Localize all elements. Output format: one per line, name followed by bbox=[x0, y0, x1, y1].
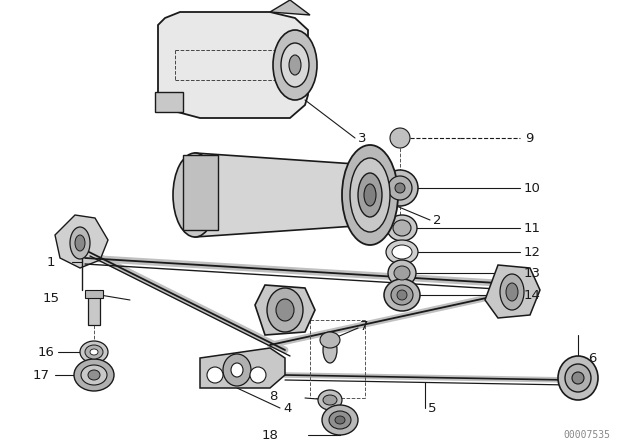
Text: 10: 10 bbox=[524, 181, 541, 194]
Ellipse shape bbox=[358, 173, 382, 217]
Ellipse shape bbox=[81, 365, 107, 385]
Polygon shape bbox=[485, 265, 540, 318]
Ellipse shape bbox=[75, 235, 85, 251]
Ellipse shape bbox=[350, 158, 390, 232]
Text: 3: 3 bbox=[358, 132, 367, 145]
Ellipse shape bbox=[223, 354, 251, 386]
Ellipse shape bbox=[90, 349, 98, 355]
Ellipse shape bbox=[397, 290, 407, 300]
Ellipse shape bbox=[384, 279, 420, 311]
Ellipse shape bbox=[323, 337, 337, 363]
Ellipse shape bbox=[267, 288, 303, 332]
Ellipse shape bbox=[231, 363, 243, 377]
Ellipse shape bbox=[276, 299, 294, 321]
Ellipse shape bbox=[382, 170, 418, 206]
Ellipse shape bbox=[394, 266, 410, 280]
Ellipse shape bbox=[320, 332, 340, 348]
Ellipse shape bbox=[80, 341, 108, 363]
Ellipse shape bbox=[85, 345, 103, 359]
Ellipse shape bbox=[335, 416, 345, 424]
Text: 7: 7 bbox=[360, 319, 369, 332]
Text: 17: 17 bbox=[33, 369, 50, 382]
Ellipse shape bbox=[273, 30, 317, 100]
Text: 13: 13 bbox=[524, 267, 541, 280]
Ellipse shape bbox=[329, 411, 351, 429]
Polygon shape bbox=[270, 0, 310, 15]
Text: 00007535: 00007535 bbox=[563, 430, 610, 440]
Text: 2: 2 bbox=[433, 214, 442, 227]
Ellipse shape bbox=[393, 220, 411, 236]
Ellipse shape bbox=[572, 372, 584, 384]
Text: 4: 4 bbox=[283, 401, 291, 414]
Ellipse shape bbox=[390, 128, 410, 148]
Ellipse shape bbox=[323, 395, 337, 405]
Ellipse shape bbox=[342, 145, 398, 245]
Bar bbox=[155, 92, 183, 112]
Ellipse shape bbox=[173, 153, 217, 237]
Bar bbox=[183, 155, 218, 230]
Ellipse shape bbox=[74, 359, 114, 391]
Text: 6: 6 bbox=[588, 352, 596, 365]
Bar bbox=[85, 290, 103, 298]
Ellipse shape bbox=[207, 367, 223, 383]
Polygon shape bbox=[55, 215, 108, 268]
Bar bbox=[88, 295, 100, 325]
Text: 18: 18 bbox=[261, 428, 278, 441]
Text: 5: 5 bbox=[428, 401, 436, 414]
Ellipse shape bbox=[392, 245, 412, 259]
Ellipse shape bbox=[364, 184, 376, 206]
Ellipse shape bbox=[289, 55, 301, 75]
Text: 15: 15 bbox=[43, 292, 60, 305]
Ellipse shape bbox=[387, 215, 417, 241]
Ellipse shape bbox=[322, 405, 358, 435]
Polygon shape bbox=[200, 348, 285, 388]
Ellipse shape bbox=[388, 176, 412, 200]
Text: 8: 8 bbox=[269, 389, 278, 402]
Ellipse shape bbox=[565, 364, 591, 392]
Ellipse shape bbox=[281, 43, 309, 87]
Polygon shape bbox=[255, 285, 315, 335]
Ellipse shape bbox=[318, 390, 342, 410]
Ellipse shape bbox=[250, 367, 266, 383]
Text: 12: 12 bbox=[524, 246, 541, 258]
Ellipse shape bbox=[558, 356, 598, 400]
Ellipse shape bbox=[88, 370, 100, 380]
Ellipse shape bbox=[386, 240, 418, 264]
Ellipse shape bbox=[506, 283, 518, 301]
Text: 1: 1 bbox=[47, 255, 55, 268]
Polygon shape bbox=[195, 153, 370, 237]
Ellipse shape bbox=[395, 183, 405, 193]
Ellipse shape bbox=[388, 260, 416, 286]
Text: 11: 11 bbox=[524, 221, 541, 234]
Ellipse shape bbox=[70, 227, 90, 259]
Ellipse shape bbox=[391, 285, 413, 305]
Ellipse shape bbox=[500, 274, 524, 310]
Text: 14: 14 bbox=[524, 289, 541, 302]
Text: 9: 9 bbox=[525, 132, 533, 145]
Text: 16: 16 bbox=[37, 345, 54, 358]
Polygon shape bbox=[158, 12, 308, 118]
